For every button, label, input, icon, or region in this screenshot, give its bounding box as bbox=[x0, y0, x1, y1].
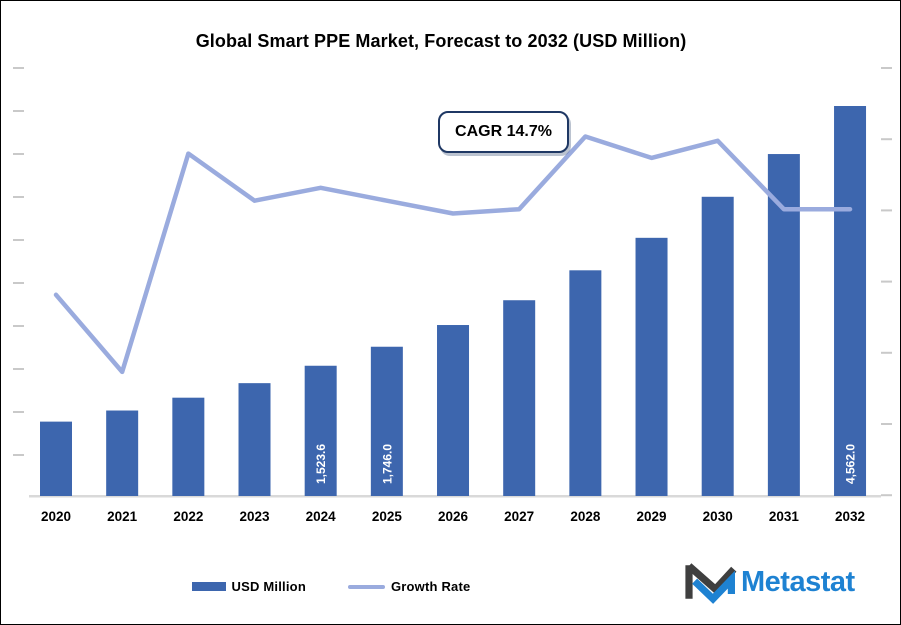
right-axis-tick bbox=[881, 280, 892, 283]
legend-bar-label: USD Million bbox=[231, 579, 306, 594]
x-axis-label-2023: 2023 bbox=[239, 509, 270, 524]
x-axis-label-2021: 2021 bbox=[107, 509, 138, 524]
left-axis-tick bbox=[13, 282, 24, 284]
bar-2031 bbox=[767, 154, 800, 496]
bar-2029 bbox=[635, 237, 668, 496]
cagr-callout: CAGR 14.7% bbox=[438, 111, 569, 153]
x-axis-label-2020: 2020 bbox=[41, 509, 71, 524]
right-axis-tick bbox=[881, 209, 892, 212]
legend-line-label: Growth Rate bbox=[390, 579, 471, 594]
left-axis-tick bbox=[13, 411, 24, 413]
left-axis-tick bbox=[13, 454, 24, 456]
bar-value-label-2032: 4,562.0 bbox=[844, 444, 858, 484]
chart-title: Global Smart PPE Market, Forecast to 203… bbox=[195, 31, 687, 51]
bar-2022 bbox=[172, 397, 205, 496]
x-axis-label-2031: 2031 bbox=[769, 509, 800, 524]
x-axis-label-2027: 2027 bbox=[504, 509, 534, 524]
metastat-logo-icon bbox=[685, 563, 737, 604]
metastat-wordmark: Metastat bbox=[741, 565, 855, 598]
right-axis-tick bbox=[881, 423, 892, 425]
right-axis-tick bbox=[881, 351, 892, 354]
right-axis-tick bbox=[881, 494, 892, 497]
bar-2032 bbox=[834, 106, 867, 496]
legend-item-growth-rate: Growth Rate bbox=[347, 579, 471, 594]
bar-value-label-2024: 1,523.6 bbox=[314, 444, 328, 484]
x-axis-label-2028: 2028 bbox=[570, 509, 601, 524]
x-axis-label-2022: 2022 bbox=[173, 509, 203, 524]
metastat-logo: Metastat bbox=[681, 557, 855, 607]
bar-2023 bbox=[238, 383, 271, 496]
bar-2025 bbox=[370, 346, 403, 496]
right-axis-tick bbox=[881, 67, 892, 69]
x-axis-label-2032: 2032 bbox=[835, 509, 865, 524]
x-axis-label-2026: 2026 bbox=[438, 509, 469, 524]
bar-2024 bbox=[304, 365, 337, 496]
left-axis-tick bbox=[13, 153, 24, 155]
bar-2026 bbox=[437, 325, 470, 496]
x-axis-line bbox=[29, 495, 881, 498]
x-axis-label-2029: 2029 bbox=[637, 509, 667, 524]
growth-rate-line bbox=[53, 134, 853, 375]
legend-item-usd-million: USD Million bbox=[191, 579, 306, 594]
legend: USD Million Growth Rate bbox=[1, 579, 661, 594]
cagr-label: CAGR 14.7% bbox=[455, 123, 552, 140]
bar-series-swatch bbox=[191, 582, 226, 591]
bar-2027 bbox=[503, 300, 536, 496]
x-axis-label-2024: 2024 bbox=[306, 509, 337, 524]
right-axis-tick bbox=[881, 138, 892, 141]
x-axis-label-2025: 2025 bbox=[372, 509, 403, 524]
left-axis-tick bbox=[13, 368, 24, 370]
left-axis-tick bbox=[13, 196, 24, 198]
bar-value-label-2025: 1,746.0 bbox=[380, 444, 394, 484]
left-axis-tick bbox=[13, 67, 24, 69]
left-axis-tick bbox=[13, 325, 24, 327]
left-axis-tick bbox=[13, 239, 24, 241]
bar-2021 bbox=[106, 410, 139, 496]
bar-2028 bbox=[569, 270, 602, 496]
x-axis-label-2030: 2030 bbox=[703, 509, 733, 524]
bar-2030 bbox=[701, 196, 734, 496]
line-series-swatch bbox=[347, 584, 385, 589]
left-axis-tick bbox=[13, 110, 24, 112]
bar-2020 bbox=[40, 421, 72, 496]
plot-area: 2020 2021 2022 2023 1,523.6 2024 1,746.0 2025 20… bbox=[13, 67, 892, 524]
